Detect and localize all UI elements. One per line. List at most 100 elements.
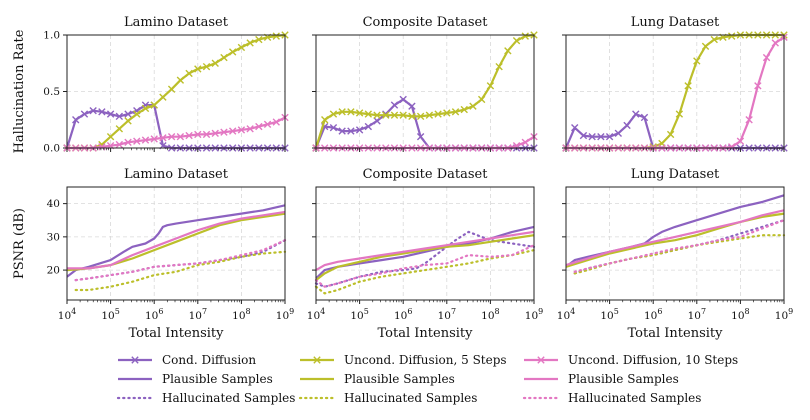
series-line-unc10-solid xyxy=(565,209,785,267)
data-point-cond xyxy=(80,110,89,118)
tick-base: 10 xyxy=(350,310,363,322)
data-point-unc5 xyxy=(167,85,176,93)
tick-exponent: 9 xyxy=(289,307,294,316)
data-point-unc10 xyxy=(736,137,745,145)
x-tick-label: 109 xyxy=(775,307,793,322)
tick-exponent: 5 xyxy=(614,307,619,316)
data-point-unc5 xyxy=(416,112,425,121)
series-line-unc10-dot xyxy=(74,239,287,282)
data-point-unc10 xyxy=(762,53,771,62)
tick-exponent: 7 xyxy=(202,307,207,316)
x-tick-label: 106 xyxy=(394,307,412,322)
data-point-cond xyxy=(614,129,623,138)
data-point-unc5 xyxy=(701,42,710,50)
legend-item: Plausible Samples xyxy=(524,372,679,386)
series-line-unc5-dot xyxy=(314,249,536,295)
data-point-unc5 xyxy=(675,110,684,118)
x-tick-label: 104 xyxy=(557,307,575,322)
tick-base: 10 xyxy=(775,310,788,322)
data-point-unc10 xyxy=(754,82,762,90)
data-point-cond xyxy=(329,123,338,132)
plot-frame xyxy=(565,186,785,301)
data-point-unc10 xyxy=(115,140,124,149)
series-line-unc10-solid xyxy=(67,210,286,270)
series-line-unc10-dot xyxy=(573,219,786,273)
legend-label: Uncond. Diffusion, 5 Steps xyxy=(344,353,507,367)
data-point-unc5 xyxy=(512,36,521,45)
data-point-unc5 xyxy=(434,110,442,118)
data-point-unc5 xyxy=(399,111,407,119)
data-point-unc5 xyxy=(451,108,460,116)
plot-frame xyxy=(66,186,286,301)
data-point-unc5 xyxy=(124,117,132,125)
legend-item: Uncond. Diffusion, 10 Steps xyxy=(524,353,738,367)
data-point-unc10 xyxy=(124,138,132,147)
tick-exponent: 9 xyxy=(538,307,543,316)
tick-base: 10 xyxy=(101,310,114,322)
series-line-unc5-solid xyxy=(66,212,286,272)
legend-label: Hallucinated Samples xyxy=(344,391,477,405)
legend: Cond. Diffusion Plausible Samples Hallucin… xyxy=(116,353,738,405)
series-line-unc10-dot xyxy=(314,244,536,288)
y-tick-label: 1.0 xyxy=(43,30,60,42)
legend-label: Cond. Diffusion xyxy=(162,353,256,367)
data-point-cond xyxy=(373,117,381,125)
data-point-cond xyxy=(571,123,579,132)
data-point-unc5 xyxy=(141,104,150,113)
tick-exponent: 6 xyxy=(407,307,412,316)
y-tick-label: 0.0 xyxy=(43,143,60,155)
series-line-unc10-x xyxy=(566,36,785,150)
data-point-unc10 xyxy=(150,135,158,143)
x-tick-label: 106 xyxy=(644,307,662,322)
data-point-unc10 xyxy=(255,122,263,131)
data-point-cond xyxy=(416,133,425,141)
data-point-unc5 xyxy=(338,108,346,116)
data-point-cond xyxy=(72,116,80,124)
data-point-unc10 xyxy=(202,130,211,139)
legend-label: Plausible Samples xyxy=(568,372,679,386)
data-point-unc10 xyxy=(167,133,176,141)
x-axis-label: Total Intensity xyxy=(628,326,724,341)
data-point-unc5 xyxy=(329,110,338,118)
x-tick-label: 109 xyxy=(525,307,543,322)
data-point-unc5 xyxy=(194,65,202,73)
data-point-cond xyxy=(98,108,106,116)
legend-label: Plausible Samples xyxy=(162,372,273,386)
series-line-unc5-dot xyxy=(573,234,786,275)
data-point-unc10 xyxy=(521,138,529,147)
data-point-unc5 xyxy=(504,47,512,55)
y-tick-label: 0.5 xyxy=(43,86,60,98)
data-point-cond xyxy=(579,131,588,140)
data-point-unc5 xyxy=(347,108,355,116)
data-point-unc10 xyxy=(771,39,779,47)
data-point-unc5 xyxy=(202,62,211,71)
data-point-unc5 xyxy=(373,111,381,119)
data-point-cond xyxy=(347,127,355,135)
data-point-unc5 xyxy=(521,32,529,40)
tick-base: 10 xyxy=(189,310,202,322)
data-point-unc5 xyxy=(220,53,228,62)
tick-base: 10 xyxy=(276,310,289,322)
x-tick-label: 104 xyxy=(307,307,325,322)
y-tick-label: 20 xyxy=(47,265,60,277)
data-point-unc10 xyxy=(745,116,753,124)
tick-base: 10 xyxy=(525,310,538,322)
data-point-unc10 xyxy=(141,136,150,144)
data-point-unc10 xyxy=(133,137,141,145)
data-point-cond xyxy=(597,133,605,141)
data-point-cond xyxy=(640,113,649,122)
data-point-cond xyxy=(588,133,596,141)
data-point-cond xyxy=(605,133,614,141)
tick-base: 10 xyxy=(232,310,245,322)
legend-item: Hallucinated Samples xyxy=(116,391,295,405)
data-point-unc5 xyxy=(133,110,141,118)
data-point-unc5 xyxy=(237,43,246,52)
series-line-cond-x xyxy=(314,98,534,150)
tick-base: 10 xyxy=(58,310,71,322)
tick-exponent: 8 xyxy=(495,307,500,316)
legend-label: Plausible Samples xyxy=(344,372,455,386)
